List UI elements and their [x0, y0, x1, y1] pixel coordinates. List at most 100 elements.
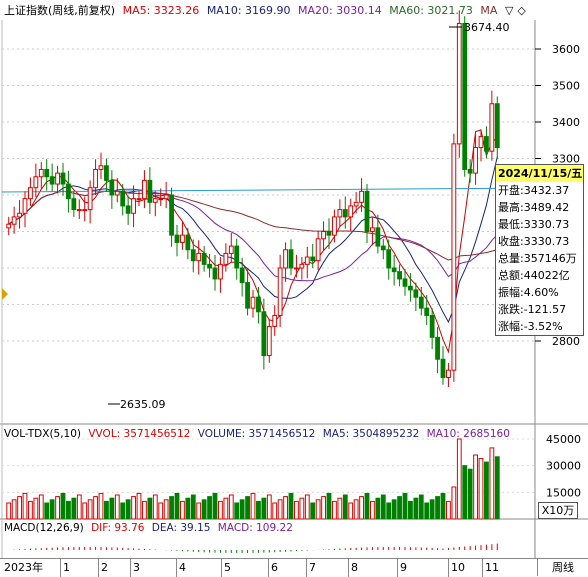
- candle-body: [288, 249, 294, 269]
- volume-bar: [125, 499, 131, 520]
- volume-bar: [440, 492, 446, 520]
- volume-bar: [174, 492, 180, 520]
- ma20-label: MA20: 3030.14: [298, 4, 382, 17]
- volume-bar: [49, 499, 55, 520]
- candle-body: [196, 252, 202, 262]
- volume-bar: [478, 458, 484, 520]
- candle-body: [250, 296, 256, 309]
- info-row: 收盘:3330.73: [498, 235, 570, 248]
- info-row: 涨幅:-3.52%: [498, 320, 563, 333]
- candle-body: [494, 103, 500, 149]
- candle-body: [326, 231, 332, 236]
- volume-bar: [283, 496, 288, 520]
- candle-body: [142, 179, 147, 200]
- volume-bar: [169, 496, 174, 520]
- volume-bar: [370, 500, 375, 520]
- price-axis-label: 2800: [552, 335, 580, 348]
- volume-bar: [288, 492, 294, 520]
- volume-label: VOLUME: 3571456512: [197, 428, 316, 440]
- candle-body: [11, 216, 17, 225]
- volume-bar: [451, 486, 457, 520]
- chart-canvas[interactable]: 3600350034003300320031003000290028004500…: [0, 0, 588, 558]
- candle-body: [484, 136, 489, 152]
- volume-bar: [315, 499, 321, 520]
- candle-body: [104, 165, 109, 181]
- bar-info-popup: 2024/11/15/五 开盘:3432.37 最高:3489.42 最低:3330…: [495, 164, 584, 336]
- month-label: 1: [60, 559, 70, 577]
- price-axis-label: 3500: [552, 80, 580, 93]
- candle-body: [6, 223, 12, 229]
- volume-bar: [473, 454, 478, 520]
- candle-body: [60, 172, 66, 185]
- volume-bar: [446, 500, 451, 520]
- volume-bar: [104, 500, 109, 520]
- candle-body: [424, 307, 430, 316]
- info-row: 开盘:3432.37: [498, 184, 570, 197]
- candle-body: [66, 183, 71, 200]
- volume-bar: [207, 496, 212, 520]
- candle-body: [17, 212, 22, 218]
- candle-body: [478, 136, 484, 149]
- volume-bar: [185, 497, 191, 520]
- candle-body: [348, 205, 354, 218]
- volume-bar: [55, 496, 60, 520]
- macd-value-label: MACD: 109.22: [217, 522, 293, 534]
- volume-bar: [304, 494, 310, 520]
- month-label: 10: [448, 559, 465, 577]
- candle-body: [180, 234, 185, 243]
- scroll-left-arrow[interactable]: [2, 288, 8, 300]
- volume-bar: [245, 496, 250, 520]
- volume-bar: [364, 492, 370, 520]
- volume-header: VOL-TDX(5,10) VVOL: 3571456512 VOLUME: 3…: [4, 425, 514, 443]
- volume-bar: [332, 500, 337, 520]
- volume-bar: [266, 494, 272, 520]
- candle-body: [370, 227, 375, 233]
- volume-bar: [190, 494, 196, 520]
- volume-bar: [386, 502, 392, 520]
- volume-bar: [418, 494, 424, 520]
- candle-body: [386, 249, 392, 269]
- candle-body: [359, 190, 364, 203]
- ma5-label: MA5: 3323.26: [122, 4, 200, 17]
- macd-header: MACD(12,26,9) DIF: 93.76 DEA: 39.15 MACD…: [4, 519, 297, 537]
- volume-bar: [109, 497, 115, 520]
- period-button[interactable]: 周线: [537, 559, 588, 576]
- volume-bar: [484, 461, 489, 520]
- candle-body: [174, 234, 180, 243]
- candle-body: [169, 194, 174, 236]
- candle-body: [266, 325, 272, 357]
- volume-bar: [397, 496, 402, 520]
- expand-icon[interactable]: ▽: [504, 4, 514, 17]
- info-row: 总量:357146万: [498, 252, 577, 265]
- volume-bar: [33, 497, 39, 520]
- candle-body: [234, 245, 240, 269]
- volume-bar: [6, 502, 12, 520]
- candle-body: [375, 227, 381, 247]
- candle-body: [391, 267, 397, 273]
- candle-body: [82, 209, 88, 212]
- candle-body: [93, 168, 98, 189]
- volume-bar: [87, 499, 93, 520]
- volume-bar: [456, 438, 462, 520]
- volume-bar: [142, 500, 147, 520]
- volume-bar: [294, 500, 299, 520]
- candle-body: [277, 267, 283, 316]
- volume-bar: [310, 502, 316, 520]
- candle-body: [256, 296, 261, 313]
- candle-body: [283, 249, 288, 269]
- candle-body: [109, 179, 115, 196]
- volume-bar: [299, 497, 305, 520]
- candle-body: [228, 245, 234, 254]
- year-label: 2023年: [4, 561, 43, 574]
- volume-bar: [98, 492, 104, 520]
- candle-body: [239, 267, 245, 284]
- candle-body: [218, 263, 223, 280]
- candle-body: [38, 168, 44, 178]
- volume-axis-label: 45000: [546, 433, 581, 446]
- macd-indicator-title[interactable]: MACD(12,26,9): [4, 522, 84, 534]
- volume-bar: [277, 499, 283, 520]
- settings-icon[interactable]: ◇: [517, 4, 526, 17]
- volume-bar: [402, 492, 408, 520]
- vol-indicator-title[interactable]: VOL-TDX(5,10): [4, 428, 82, 440]
- candle-body: [223, 252, 229, 265]
